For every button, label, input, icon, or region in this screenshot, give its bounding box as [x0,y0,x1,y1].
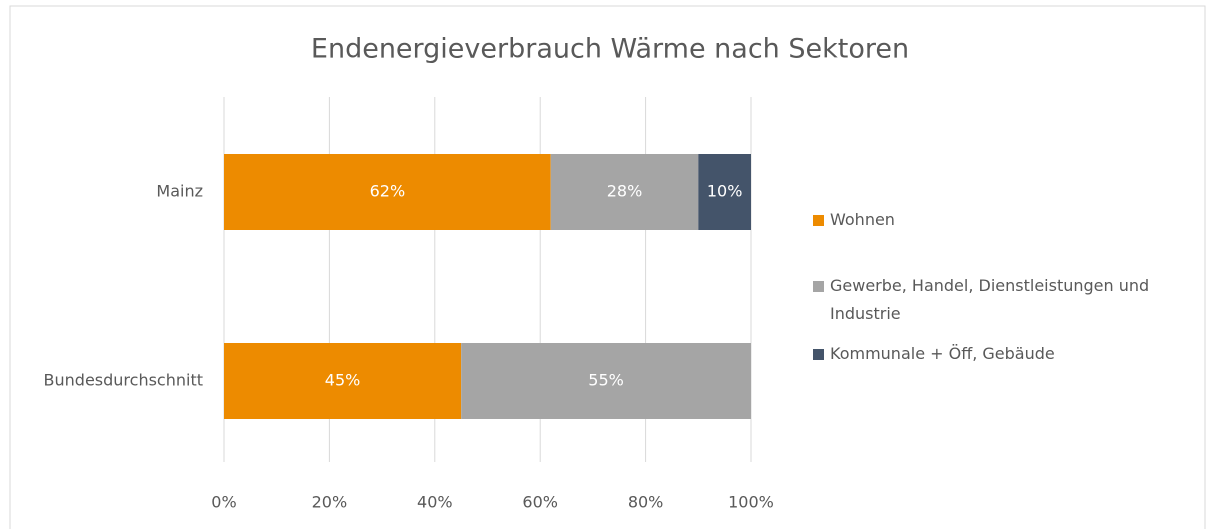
data-label: 28% [607,182,643,201]
data-label: 45% [325,371,361,390]
chart-border [9,5,1206,529]
legend-item: Wohnen [813,206,1193,234]
x-tick-label: 40% [417,493,453,512]
legend-label: Kommunale + Öff, Gebäude [830,344,1055,363]
data-label: 62% [370,182,406,201]
legend-label: Gewerbe, Handel, Dienstleistungen und In… [830,276,1150,323]
bar-segment [461,343,751,419]
x-tick-label: 0% [211,493,236,512]
y-tick-label: Mainz [156,182,203,201]
chart-title: Endenergieverbrauch Wärme nach Sektoren [311,34,909,65]
legend-label: Wohnen [830,210,895,229]
bar-segment [698,154,751,230]
x-tick-label: 100% [728,493,774,512]
data-label: 55% [588,371,624,390]
bar-segment [550,154,699,230]
legend-item: Kommunale + Öff, Gebäude [813,340,1193,368]
y-tick-label: Bundesdurchschnitt [44,371,203,390]
x-tick-label: 20% [312,493,348,512]
legend-swatch [813,215,824,226]
legend-item: Gewerbe, Handel, Dienstleistungen und In… [813,272,1193,328]
bar-segment [224,343,462,419]
x-tick-label: 60% [522,493,558,512]
data-label: 10% [707,182,743,201]
legend-swatch [813,281,824,292]
bar-segment [224,154,551,230]
legend-swatch [813,349,824,360]
x-tick-label: 80% [628,493,664,512]
